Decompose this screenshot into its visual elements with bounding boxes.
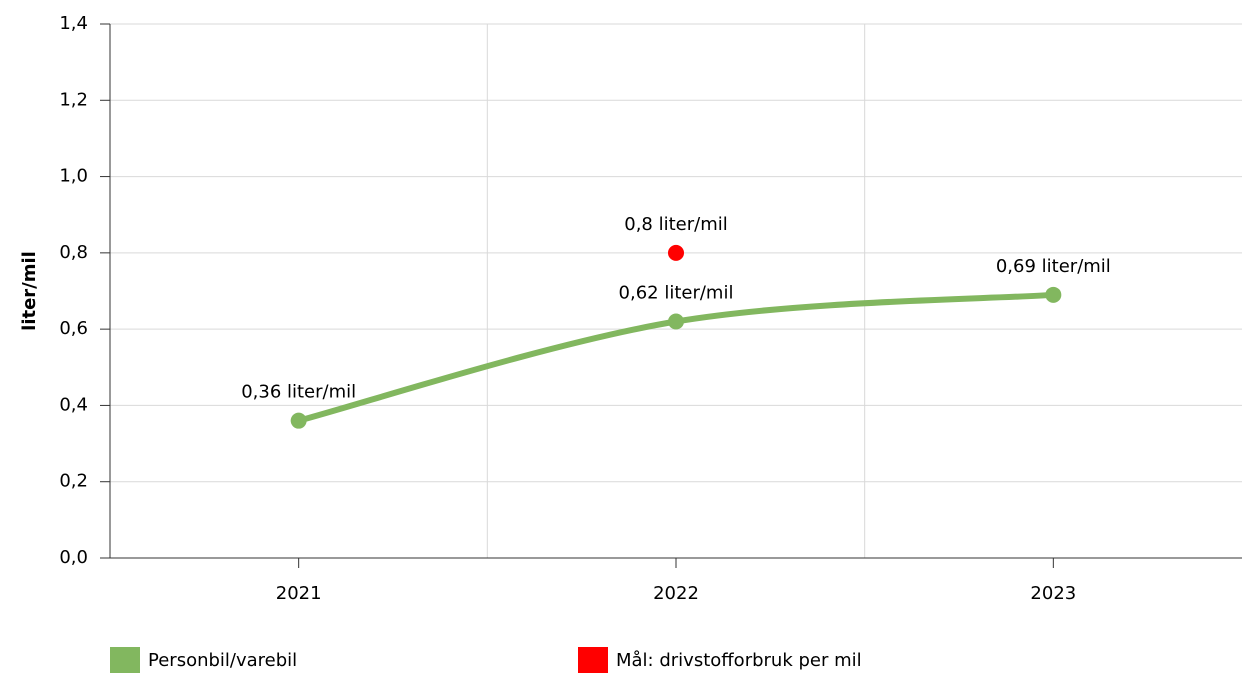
y-tick-label: 1,2 [59,89,88,110]
x-tick-label: 2022 [653,583,699,604]
point [290,412,307,429]
data-label: 0,69 liter/mil [996,256,1111,277]
x-tick-label: 2021 [276,583,322,604]
y-tick-label: 1,4 [59,13,88,34]
legend-label: Mål: drivstofforbruk per mil [616,650,862,671]
y-tick-label: 0,2 [59,471,88,492]
y-axis-label: liter/mil [19,251,40,331]
y-tick-label: 0,8 [59,242,88,263]
y-tick-label: 0,6 [59,318,88,339]
legend-swatch [110,647,140,673]
data-label: 0,36 liter/mil [241,382,356,403]
data-label: 0,62 liter/mil [619,283,734,304]
y-tick-label: 0,0 [59,547,88,568]
point [1045,286,1062,303]
x-tick-label: 2023 [1030,583,1076,604]
legend-label: Personbil/varebil [148,650,297,671]
point [668,244,684,261]
point [668,313,684,330]
y-tick-label: 1,0 [59,166,88,187]
data-label: 0,8 liter/mil [624,214,727,235]
legend-swatch [578,647,608,673]
y-tick-label: 0,4 [59,394,88,415]
